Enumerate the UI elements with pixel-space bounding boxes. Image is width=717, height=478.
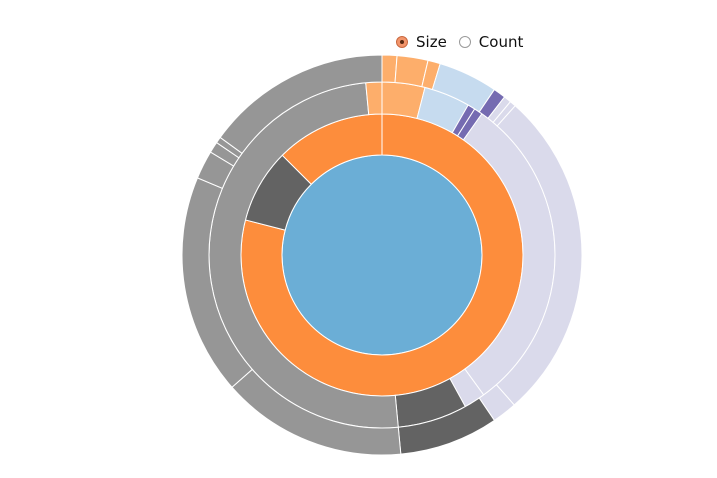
count-option[interactable]: Count — [458, 33, 524, 51]
arc-ring0-seg0[interactable] — [281, 154, 483, 356]
arc-ring2-seg8[interactable] — [365, 81, 383, 116]
size-radio-icon[interactable] — [396, 36, 408, 48]
size-count-toggle: Size Count — [396, 33, 523, 51]
size-option[interactable]: Size — [396, 33, 447, 51]
arc-ring3-seg15[interactable] — [219, 54, 383, 155]
count-radio-icon[interactable] — [458, 36, 471, 48]
count-label: Count — [478, 33, 524, 51]
arc-ring3-seg0[interactable] — [381, 54, 398, 84]
sunburst-arcs — [181, 54, 583, 456]
size-label: Size — [416, 33, 447, 51]
